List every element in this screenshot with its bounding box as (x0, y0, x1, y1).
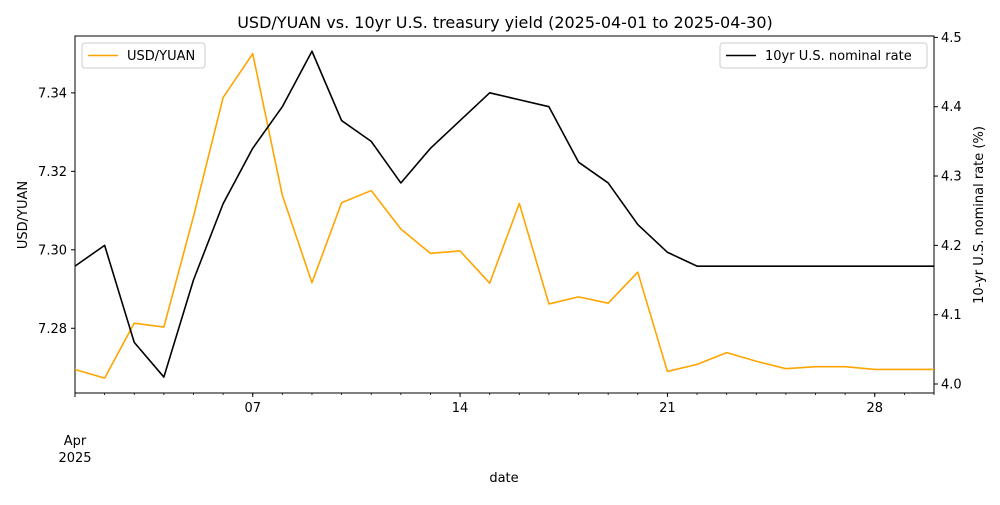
right-tick-label: 4.0 (941, 377, 962, 392)
legend-left: USD/YUAN (81, 42, 206, 69)
right-tick-label: 4.2 (941, 239, 962, 254)
right-axis-ticks: 4.0 4.1 4.2 4.3 4.4 4.5 (934, 31, 962, 392)
left-axis-label: USD/YUAN (16, 181, 31, 249)
treasury-yield-series-line (74, 50, 934, 378)
left-tick-label: 7.30 (38, 243, 67, 258)
x-axis-ticks: 07 14 21 28 (74, 393, 935, 416)
x-axis-label: date (489, 471, 518, 486)
right-tick-label: 4.1 (941, 308, 962, 323)
usd-yuan-series-line (74, 52, 934, 379)
x-origin-month-label: Apr (64, 434, 87, 449)
left-axis-ticks: 7.28 7.30 7.32 7.34 (38, 86, 75, 337)
legend-left-frame (81, 42, 206, 69)
right-tick-label: 4.4 (941, 100, 962, 115)
legend-right: 10yr U.S. nominal rate (719, 42, 928, 69)
x-tick-label: 07 (244, 401, 261, 416)
legend-right-label: 10yr U.S. nominal rate (765, 49, 912, 64)
plot-frame (74, 35, 935, 394)
right-tick-label: 4.3 (941, 170, 962, 185)
x-origin-year-label: 2025 (58, 451, 91, 466)
chart-title: USD/YUAN vs. 10yr U.S. treasury yield (2… (237, 13, 773, 32)
left-tick-label: 7.34 (38, 86, 67, 101)
x-tick-label: 14 (452, 401, 469, 416)
x-tick-label: 28 (866, 401, 883, 416)
legend-left-label: USD/YUAN (127, 49, 195, 64)
right-tick-label: 4.5 (941, 31, 962, 46)
x-tick-label: 21 (659, 401, 676, 416)
legend-right-frame (719, 42, 928, 69)
left-tick-label: 7.32 (38, 165, 67, 180)
left-tick-label: 7.28 (38, 322, 67, 337)
right-axis-label: 10-yr U.S. nominal rate (%) (972, 126, 987, 304)
series-lines (74, 50, 934, 379)
